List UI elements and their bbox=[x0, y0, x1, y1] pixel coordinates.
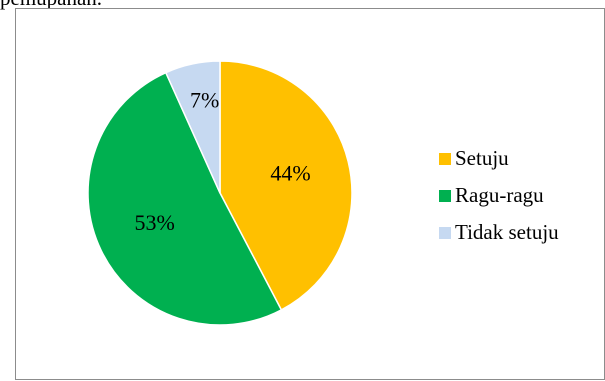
pie-slice-tidak-setuju bbox=[164, 60, 221, 194]
legend-label-tidak-setuju: Tidak setuju bbox=[455, 220, 559, 244]
data-label-tidak-setuju: 7% bbox=[190, 88, 219, 113]
legend-item-tidak-setuju: Tidak setuju bbox=[439, 221, 559, 244]
pie-slice-ragu-ragu bbox=[87, 71, 283, 326]
legend-label-setuju: Setuju bbox=[455, 146, 509, 170]
chart-legend: Setuju Ragu-ragu Tidak setuju bbox=[439, 147, 559, 258]
data-label-setuju: 44% bbox=[270, 161, 310, 186]
data-label-ragu-ragu: 53% bbox=[135, 210, 175, 235]
pie-slice-setuju bbox=[219, 60, 353, 311]
legend-item-setuju: Setuju bbox=[439, 147, 559, 170]
legend-swatch-setuju bbox=[439, 152, 451, 165]
header-text-fragment: pemupanan. bbox=[0, 0, 102, 11]
legend-item-ragu-ragu: Ragu-ragu bbox=[439, 184, 559, 207]
legend-label-ragu-ragu: Ragu-ragu bbox=[455, 183, 544, 207]
legend-swatch-tidak-setuju bbox=[439, 226, 451, 239]
chart-area: 44% 53% 7% Setuju Ragu-ragu Tidak setuju bbox=[15, 8, 605, 380]
legend-swatch-ragu-ragu bbox=[439, 189, 451, 202]
pie-chart: 44% 53% 7% bbox=[87, 60, 353, 326]
